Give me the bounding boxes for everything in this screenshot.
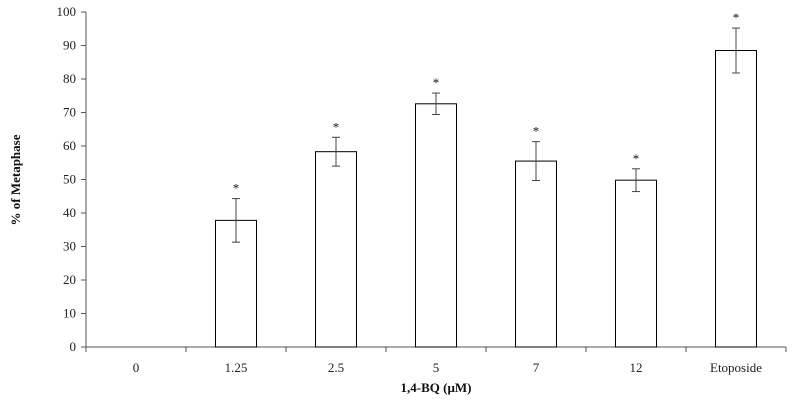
y-tick-label: 20 (63, 272, 76, 287)
x-tick-label: 2.5 (328, 360, 344, 375)
bar (415, 103, 457, 348)
bar (715, 50, 757, 348)
significance-marker: * (533, 124, 540, 139)
y-tick-label: 70 (63, 105, 76, 120)
y-axis: 0 10 20 30 40 50 60 70 80 90 100 (57, 4, 87, 354)
bar (215, 219, 257, 348)
significance-marker: * (733, 10, 740, 25)
x-tick-label: 1.25 (225, 360, 248, 375)
bar (515, 160, 557, 348)
x-tick-label: 12 (630, 360, 643, 375)
y-tick-label: 90 (63, 38, 76, 53)
significance-marker: * (433, 75, 440, 90)
x-tick-label: Etoposide (710, 360, 762, 375)
y-tick-label: 80 (63, 71, 76, 86)
x-axis-title: 1,4-BQ (μM) (401, 380, 472, 395)
significance-marker: * (233, 181, 240, 196)
x-tick-label: 0 (133, 360, 140, 375)
y-tick-label: 40 (63, 205, 76, 220)
y-tick-label: 30 (63, 239, 76, 254)
significance-marker: * (633, 151, 640, 166)
x-tick-label: 5 (433, 360, 440, 375)
bars: * * * * * * (215, 10, 757, 348)
x-tick-label: 7 (533, 360, 540, 375)
y-tick-label: 10 (63, 306, 76, 321)
y-tick-label: 50 (63, 172, 76, 187)
bar (615, 179, 657, 348)
y-tick-label: 0 (70, 339, 77, 354)
y-axis-title: % of Metaphase (8, 134, 23, 225)
x-axis: 0 1.25 2.5 5 7 12 Etoposide (85, 346, 787, 375)
significance-marker: * (333, 119, 340, 134)
y-tick-label: 100 (57, 4, 77, 19)
bar (315, 151, 357, 348)
y-tick-label: 60 (63, 138, 76, 153)
